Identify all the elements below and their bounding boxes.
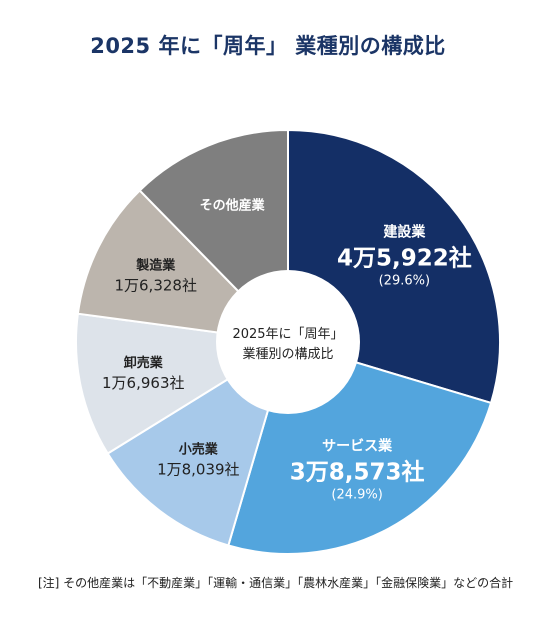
- center-label-line2: 業種別の構成比: [242, 346, 333, 362]
- slice-count: 1万6,963社: [102, 374, 185, 392]
- slice-count: 4万5,922社: [337, 244, 472, 271]
- slice-name: サービス業: [322, 437, 393, 454]
- slice-name: 製造業: [135, 258, 176, 274]
- slice-count: 1万8,039社: [157, 461, 240, 479]
- donut-hole: [216, 270, 360, 414]
- slice-name: その他産業: [200, 197, 266, 213]
- slice-name: 卸売業: [124, 355, 164, 371]
- slice-name: 小売業: [179, 442, 219, 458]
- donut-chart: 2025年に「周年」 業種別の構成比 建設業 4万5,922社 (29.6%) サービ…: [75, 128, 501, 555]
- footnote: [注] その他産業は「不動産業」「運輸・通信業」「農林水産業」「金融保険業」など…: [38, 576, 514, 590]
- slice-count: 3万8,573社: [290, 458, 425, 485]
- slice-percent: (24.9%): [331, 487, 382, 502]
- slice-name: 建設業: [383, 223, 426, 240]
- slice-labels: 建設業 4万5,922社 (29.6%) サービス業 3万8,573社 (24.9%) 小売…: [102, 197, 472, 502]
- slice-percent: (29.6%): [379, 273, 430, 288]
- center-label-line1: 2025年に「周年」: [232, 327, 343, 342]
- slice-count: 1万6,328社: [114, 277, 197, 295]
- chart-title: 2025 年に「周年」 業種別の構成比: [90, 34, 446, 58]
